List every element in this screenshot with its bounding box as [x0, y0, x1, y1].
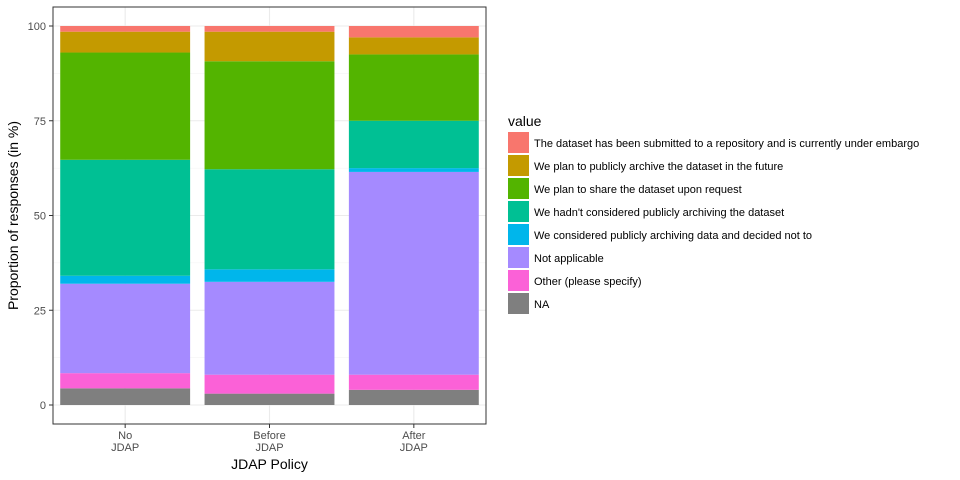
legend-label: We plan to share the dataset upon reques…	[534, 184, 742, 196]
bar-segment	[348, 54, 479, 121]
bar-segment	[204, 31, 335, 62]
legend-key	[508, 201, 529, 222]
legend-key	[508, 178, 529, 199]
x-tick-label: Before JDAP	[253, 430, 285, 454]
bar-segment	[204, 26, 335, 32]
legend-label: We considered publicly archiving data an…	[534, 230, 812, 242]
legend-key	[508, 270, 529, 291]
bar-segment	[204, 281, 335, 375]
legend-label: The dataset has been submitted to a repo…	[534, 138, 919, 150]
bar-segment	[60, 388, 191, 405]
bar-segment	[60, 275, 191, 284]
legend-label: Not applicable	[534, 253, 604, 265]
x-tick-label: After JDAP	[400, 430, 428, 454]
legend: value The dataset has been submitted to …	[508, 113, 919, 314]
x-axis: No JDAP Before JDAP After JDAP	[111, 424, 428, 454]
bar-segment	[60, 31, 191, 53]
y-tick-label: 100	[28, 21, 46, 33]
bar-segment	[204, 374, 335, 394]
bar-segment	[204, 393, 335, 405]
x-tick-label: No JDAP	[111, 430, 139, 454]
legend-key	[508, 224, 529, 245]
bar-segment	[60, 26, 191, 32]
bars-group	[60, 26, 479, 405]
x-axis-title: JDAP Policy	[231, 456, 308, 472]
legend-key	[508, 132, 529, 153]
bar-segment	[204, 169, 335, 270]
bar-segment	[60, 283, 191, 374]
bar-segment	[60, 52, 191, 160]
y-tick-label: 75	[34, 116, 46, 128]
bar-segment	[348, 389, 479, 405]
bar-segment	[348, 120, 479, 169]
legend-label: We hadn't considered publicly archiving …	[534, 207, 784, 219]
bar-segment	[204, 61, 335, 170]
legend-label: We plan to publicly archive the dataset …	[534, 161, 783, 173]
legend-key	[508, 155, 529, 176]
y-tick-label: 0	[40, 400, 46, 412]
bar-segment	[348, 374, 479, 390]
legend-key	[508, 247, 529, 268]
bar-segment	[348, 168, 479, 172]
y-axis-title: Proportion of responses (in %)	[5, 121, 21, 310]
y-tick-label: 50	[34, 211, 46, 223]
bar-segment	[204, 269, 335, 282]
legend-label: Other (please specify)	[534, 276, 642, 288]
bar-segment	[60, 373, 191, 389]
legend-label: NA	[534, 299, 550, 311]
bar-segment	[348, 37, 479, 55]
y-axis: 0 25 50 75 100	[28, 21, 53, 412]
bar-segment	[348, 171, 479, 375]
y-tick-label: 25	[34, 305, 46, 317]
legend-title: value	[508, 113, 542, 129]
legend-key	[508, 293, 529, 314]
bar-segment	[60, 159, 191, 276]
bar-segment	[348, 26, 479, 38]
